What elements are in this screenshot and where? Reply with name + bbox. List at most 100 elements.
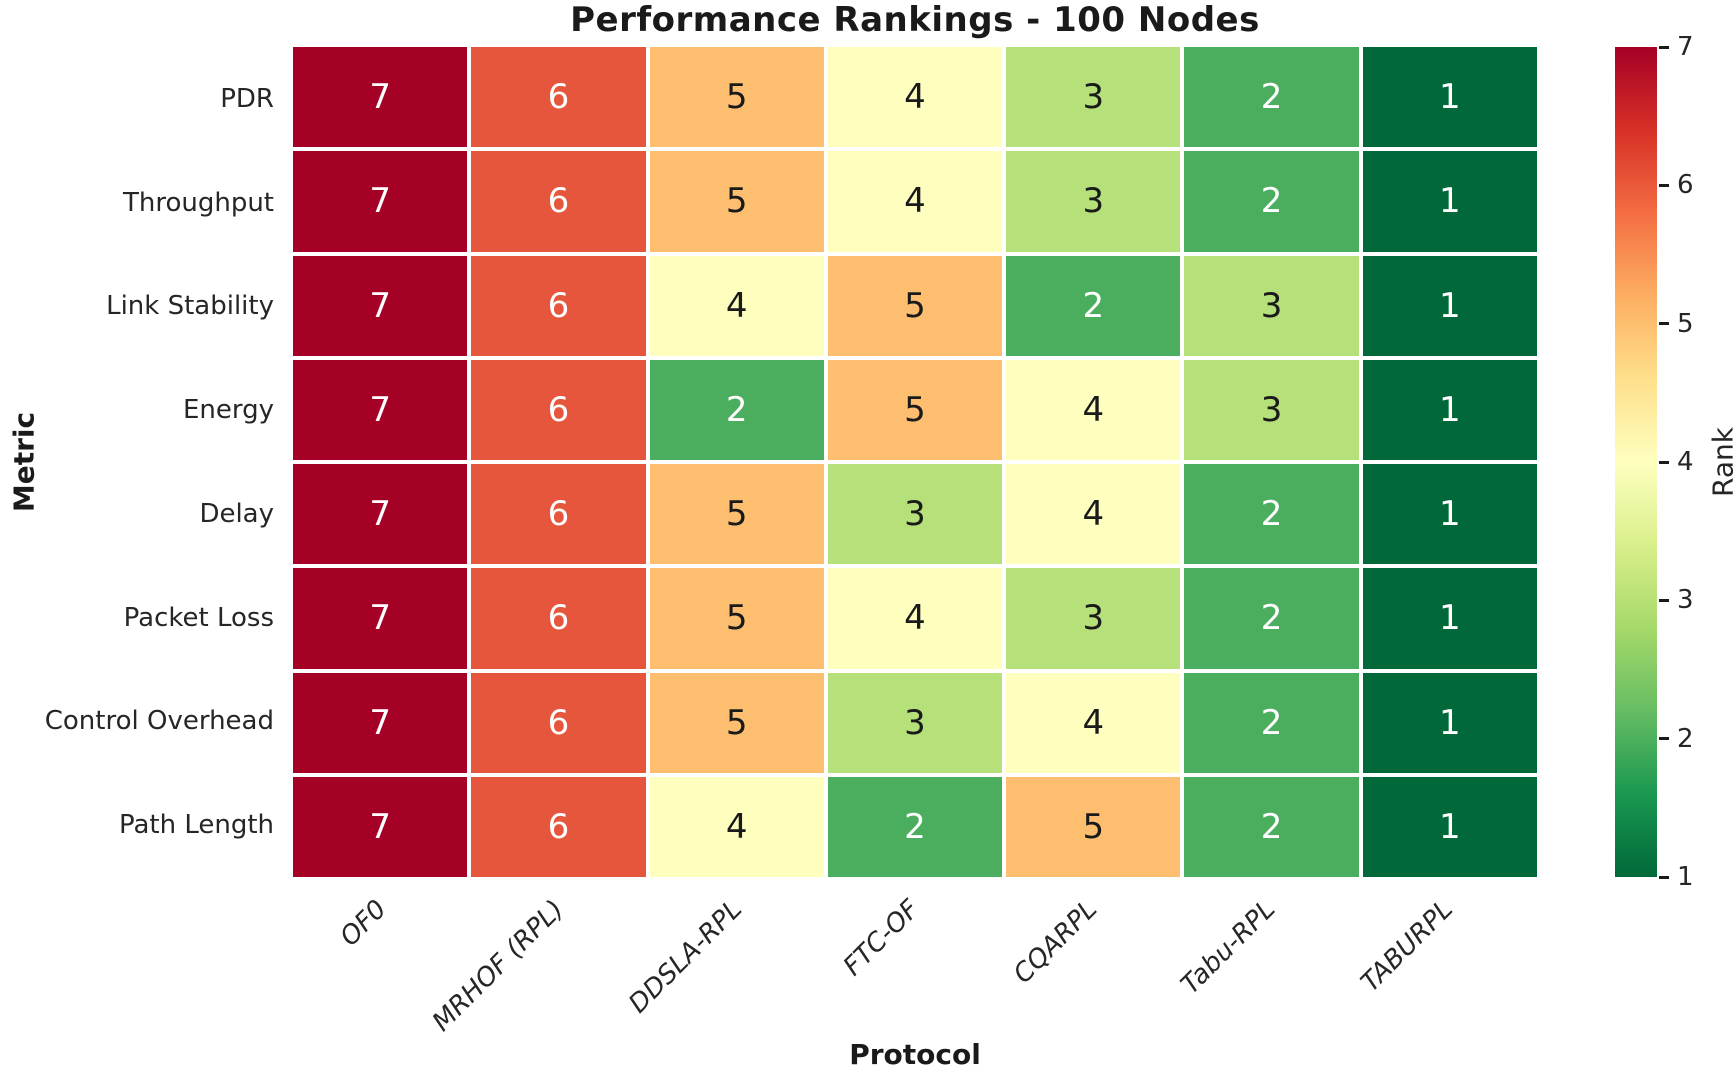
colorbar-tick-label: 3 — [1677, 585, 1694, 616]
heatmap-cell: 6 — [471, 47, 646, 148]
cell-value: 1 — [1439, 494, 1461, 535]
cell-value: 3 — [1082, 181, 1105, 222]
cell-value: 6 — [547, 598, 570, 639]
cell-value: 4 — [725, 806, 748, 847]
x-tick-label: TABURPL — [1355, 894, 1459, 998]
heatmap-cell: 7 — [293, 672, 468, 773]
cell-value: 6 — [547, 181, 570, 222]
colorbar-tick-label: 5 — [1677, 308, 1694, 339]
colorbar-tickmark — [1659, 875, 1669, 879]
heatmap-cell: 5 — [827, 255, 1003, 356]
cell-value: 3 — [904, 494, 926, 535]
heatmap-cell: 2 — [1184, 151, 1359, 252]
cell-value: 6 — [547, 285, 570, 326]
heatmap-cell: 3 — [827, 672, 1003, 773]
heatmap-cell: 3 — [1006, 568, 1181, 669]
cell-value: 1 — [1439, 598, 1461, 639]
y-tick-label: Link Stability — [106, 291, 274, 322]
colorbar-tickmark — [1659, 598, 1669, 602]
cell-value: 7 — [369, 494, 391, 535]
cell-value: 2 — [1260, 181, 1283, 222]
cell-value: 3 — [1082, 77, 1105, 118]
cell-value: 6 — [547, 494, 570, 535]
y-tick-label: PDR — [220, 83, 274, 114]
cell-value: 4 — [904, 598, 926, 639]
cell-value: 2 — [1260, 598, 1283, 639]
heatmap-cell: 1 — [1362, 255, 1537, 356]
heatmap-cell: 1 — [1362, 464, 1537, 565]
x-tick-slot: DDSLA-RPL — [623, 890, 826, 1040]
heatmap-cell: 2 — [1184, 672, 1359, 773]
heatmap-cell: 5 — [649, 151, 824, 252]
cell-value: 5 — [1082, 806, 1105, 847]
cell-value: 5 — [725, 181, 748, 222]
heatmap-cell: 3 — [1006, 151, 1181, 252]
heatmap-cell: 1 — [1362, 776, 1537, 877]
cell-value: 5 — [904, 389, 926, 430]
heatmap-cell: 6 — [471, 568, 646, 669]
colorbar-tickmark — [1659, 460, 1669, 464]
colorbar-gradient — [1615, 47, 1657, 877]
cell-value: 2 — [1260, 702, 1283, 743]
heatmap-cell: 7 — [293, 359, 468, 460]
heatmap-cell: 6 — [471, 151, 646, 252]
heatmap-grid: 7 6 5 4 3 2 1 7 6 5 4 3 2 1 7 6 4 5 2 3 1 7 6 2 5 4 3 1 7 6 5 3 4 2 1 7 6 5 4 3… — [293, 47, 1537, 877]
cell-value: 1 — [1439, 389, 1461, 430]
cell-value: 3 — [1260, 285, 1283, 326]
heatmap-cell: 7 — [293, 255, 468, 356]
heatmap-cell: 4 — [1006, 359, 1181, 460]
cell-value: 7 — [369, 702, 391, 743]
colorbar-ticks: 7 6 5 4 3 2 1 — [1615, 32, 1733, 892]
heatmap-cell: 4 — [827, 151, 1003, 252]
y-tick-label: Control Overhead — [44, 706, 274, 737]
heatmap-cell: 7 — [293, 151, 468, 252]
x-tick-label: OF0 — [334, 894, 393, 953]
y-tick-label: Delay — [199, 498, 274, 529]
cell-value: 6 — [547, 389, 570, 430]
x-tick-slot: FTC-OF — [826, 890, 1004, 1040]
heatmap-cell: 2 — [1184, 776, 1359, 877]
heatmap-cell: 3 — [827, 464, 1003, 565]
x-axis-label: Protocol — [849, 1038, 981, 1071]
heatmap-cell: 2 — [1184, 568, 1359, 669]
cell-value: 4 — [1082, 702, 1105, 743]
heatmap-cell: 2 — [649, 359, 824, 460]
heatmap-cell: 7 — [293, 568, 468, 669]
heatmap-cell: 1 — [1362, 359, 1537, 460]
heatmap-cell: 3 — [1006, 47, 1181, 148]
x-tick-label: CQARPL — [1008, 894, 1104, 990]
heatmap-cell: 2 — [1184, 464, 1359, 565]
cell-value: 7 — [369, 77, 391, 118]
heatmap-cell: 4 — [1006, 672, 1181, 773]
heatmap-cell: 4 — [649, 776, 824, 877]
chart-title: Performance Rankings - 100 Nodes — [570, 0, 1260, 40]
colorbar-tick-label: 4 — [1677, 447, 1694, 477]
heatmap-cell: 4 — [1006, 464, 1181, 565]
cell-value: 3 — [904, 702, 926, 743]
heatmap-cell: 2 — [827, 776, 1003, 877]
cell-value: 7 — [369, 598, 391, 639]
heatmap-cell: 1 — [1362, 568, 1537, 669]
y-tick-label: Path Length — [118, 810, 274, 841]
heatmap-cell: 1 — [1362, 47, 1537, 148]
colorbar-tick-label: 6 — [1677, 170, 1694, 201]
x-tick-labels: OF0 MRHOF (RPL) DDSLA-RPL FTC-OF CQARPL Tabu-… — [293, 890, 1537, 1040]
colorbar-tickmark — [1659, 45, 1669, 49]
cell-value: 7 — [369, 181, 391, 222]
heatmap-cell: 5 — [649, 568, 824, 669]
heatmap-cell: 5 — [827, 359, 1003, 460]
heatmap-cell: 1 — [1362, 672, 1537, 773]
cell-value: 1 — [1439, 181, 1461, 222]
cell-value: 1 — [1439, 806, 1461, 847]
colorbar-tickmark — [1659, 183, 1669, 187]
cell-value: 1 — [1439, 702, 1461, 743]
heatmap-cell: 2 — [1184, 47, 1359, 148]
colorbar-tick-label: 2 — [1677, 723, 1694, 754]
cell-value: 2 — [1260, 77, 1283, 118]
cell-value: 5 — [725, 598, 748, 639]
x-tick-slot: TABURPL — [1355, 890, 1537, 1040]
cell-value: 5 — [725, 494, 748, 535]
cell-value: 5 — [725, 77, 748, 118]
heatmap-cell: 6 — [471, 255, 646, 356]
